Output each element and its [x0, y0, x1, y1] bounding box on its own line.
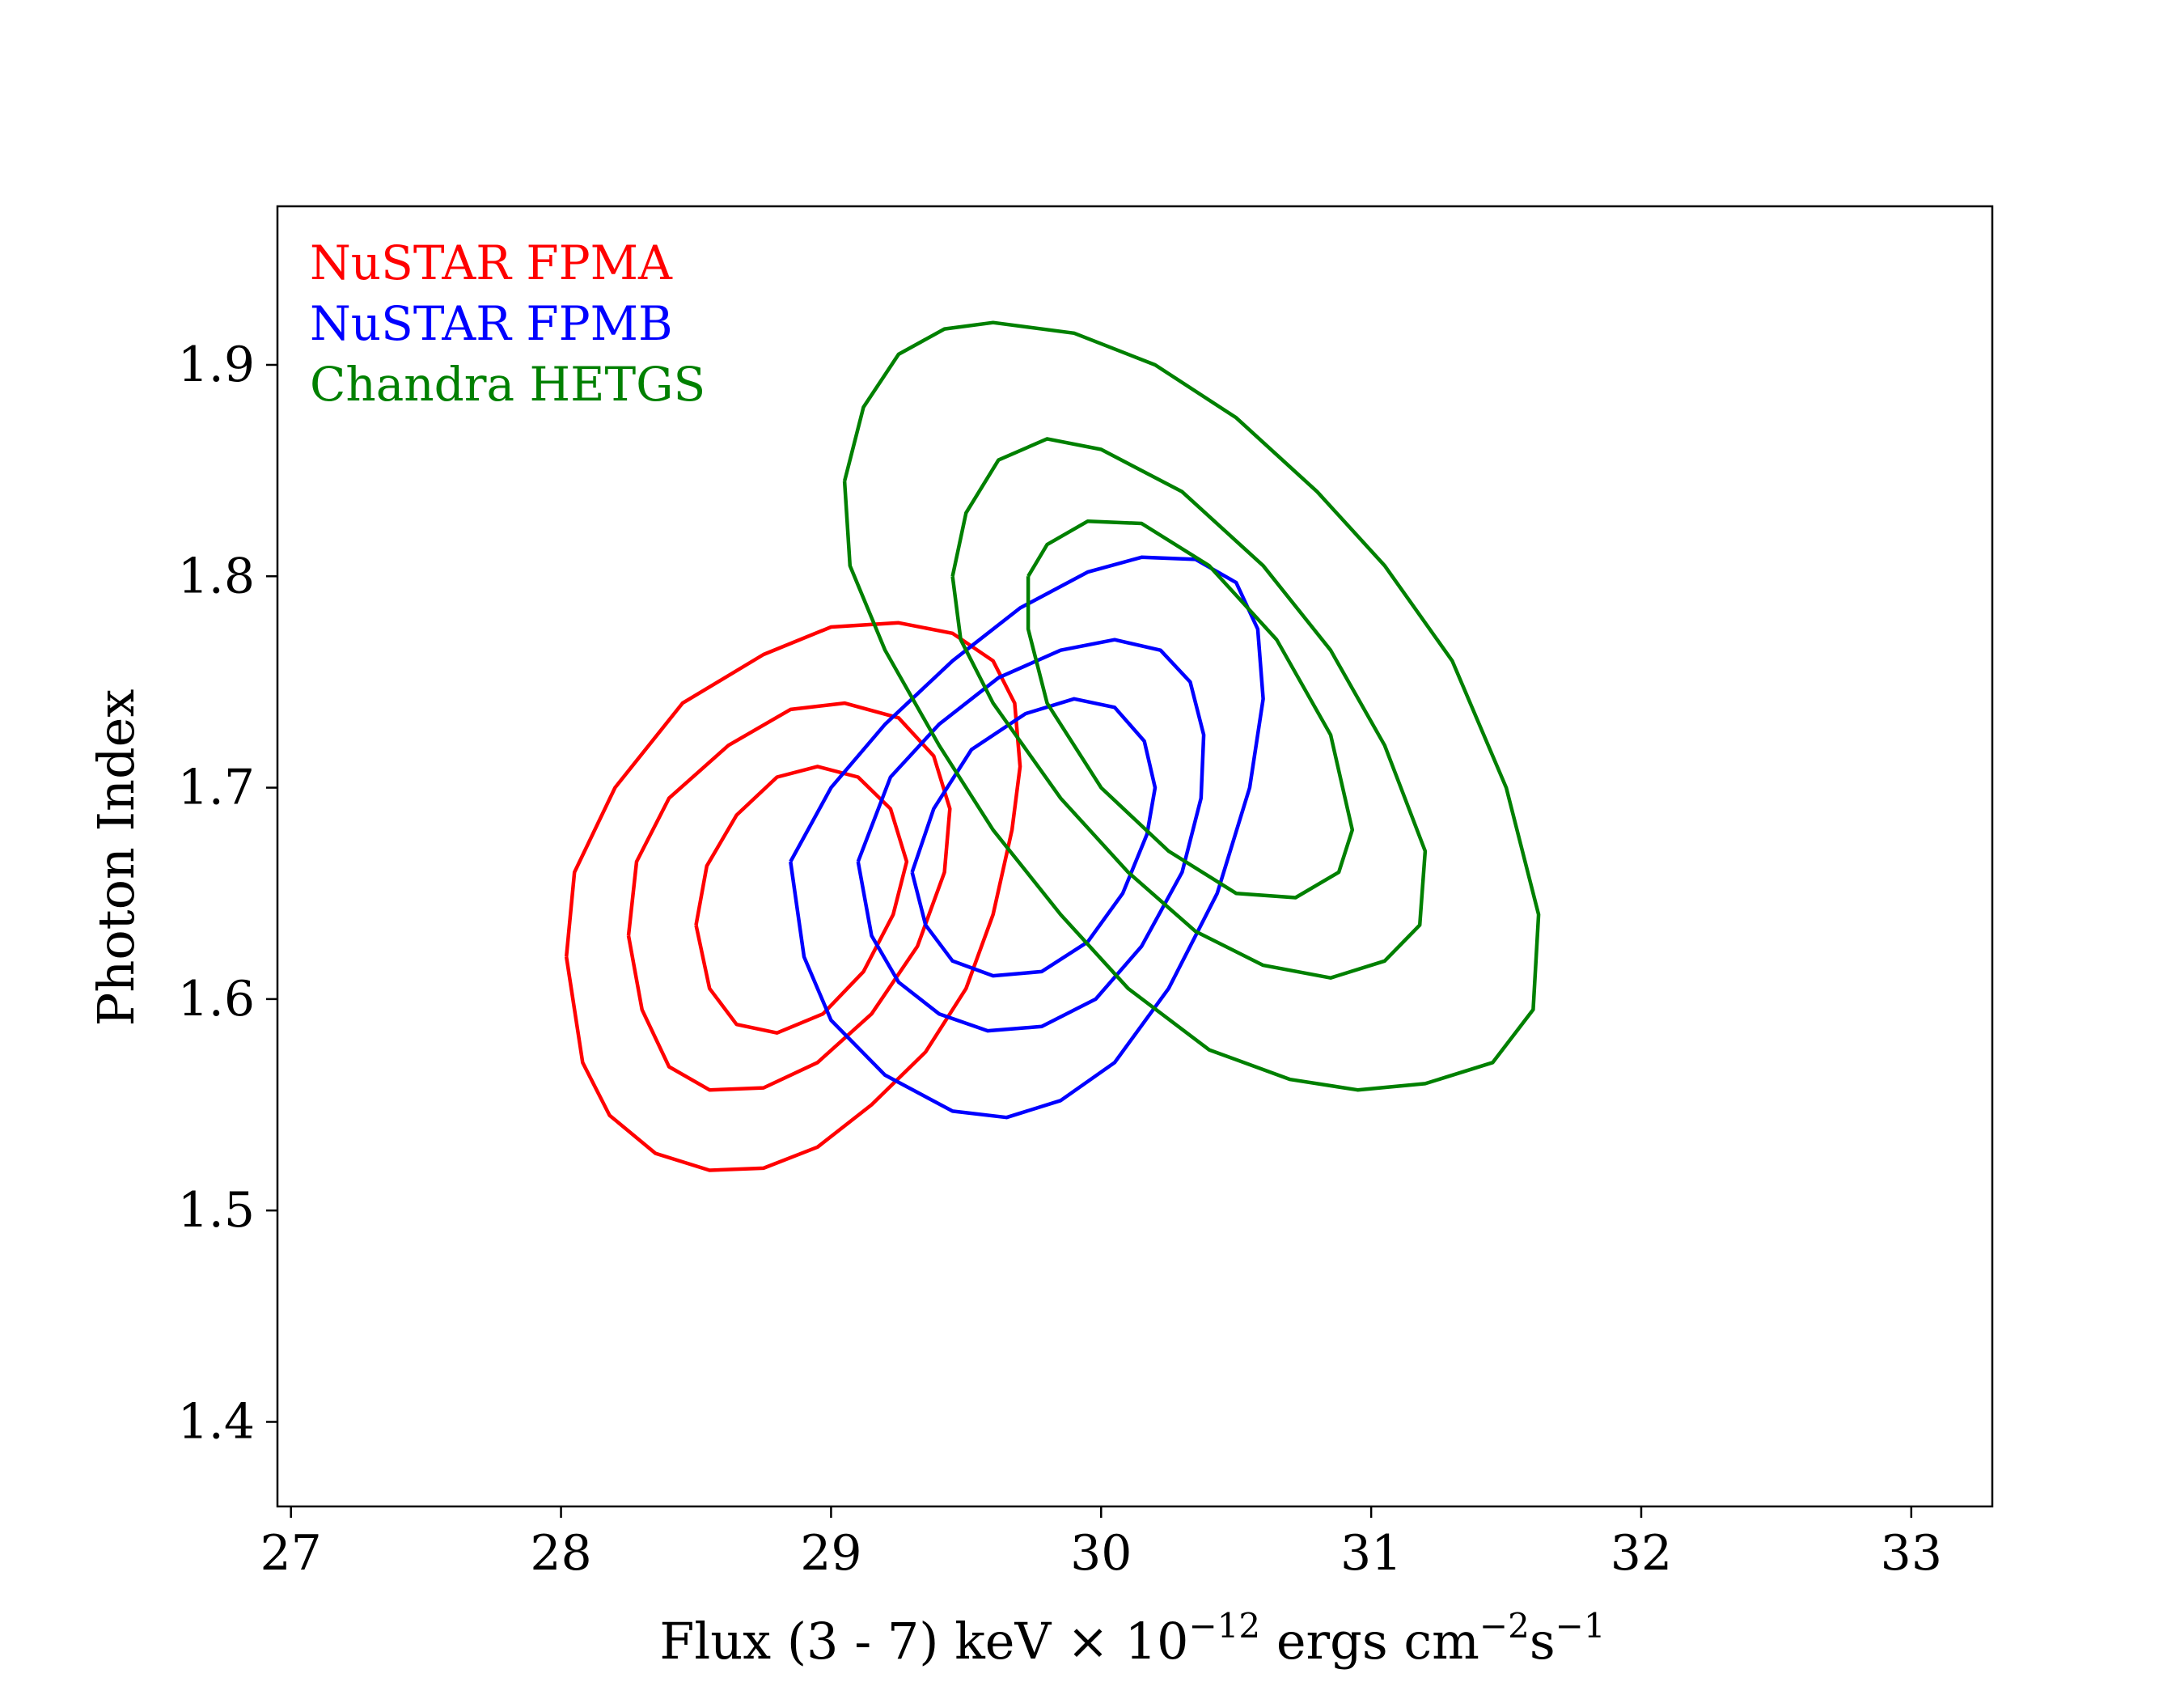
x-tick-label: 27: [260, 1525, 322, 1582]
contour-3-level-2: [950, 437, 1428, 980]
y-axis-title: Photon Index: [87, 689, 146, 1027]
y-tick-label: 1.6: [178, 971, 255, 1027]
contour-layer: [564, 320, 1541, 1172]
y-tick-label: 1.9: [178, 337, 255, 393]
y-tick-label: 1.8: [178, 548, 255, 604]
y-tick-label: 1.7: [178, 760, 255, 816]
x-axis-title-prefix: Flux (3 - 7) keV × 10: [659, 1612, 1188, 1671]
legend-entry-fpma: NuSTAR FPMA: [310, 235, 673, 290]
contour-1-level-2: [626, 701, 952, 1092]
x-axis-title: Flux (3 - 7) keV × 10−12 ergs cm−2s−1: [659, 1606, 1605, 1671]
plot-frame: [276, 205, 1994, 1508]
contour-1-level-3: [694, 765, 909, 1035]
x-tick-label: 28: [530, 1525, 591, 1582]
x-tick-label: 32: [1610, 1525, 1672, 1582]
x-tick-label: 31: [1340, 1525, 1402, 1582]
contour-2-level-2: [856, 638, 1206, 1033]
contour-2-level-1: [789, 555, 1265, 1120]
y-tick-label: 1.5: [178, 1182, 255, 1239]
x-axis-title-middle-2: s: [1530, 1612, 1555, 1671]
legend-entry-hetgs: Chandra HETGS: [310, 357, 705, 412]
legend-entry-fpmb: NuSTAR FPMB: [310, 296, 673, 351]
contour-2-level-3: [910, 697, 1158, 978]
x-axis-title-exponent-1: −12: [1189, 1606, 1261, 1646]
x-axis-title-exponent-3: −1: [1555, 1606, 1606, 1646]
y-tick-label: 1.4: [178, 1393, 255, 1450]
x-tick-label: 30: [1070, 1525, 1132, 1582]
legend: NuSTAR FPMA NuSTAR FPMB Chandra HETGS: [310, 235, 705, 412]
x-tick-label: 29: [800, 1525, 861, 1582]
contour-1-level-1: [564, 621, 1022, 1172]
contour-3-level-1: [842, 320, 1541, 1092]
y-axis-ticks: 1.4 1.5 1.6 1.7 1.8 1.9: [178, 337, 277, 1450]
x-axis-title-exponent-2: −2: [1479, 1606, 1530, 1646]
contour-3-level-3: [1026, 519, 1355, 900]
x-axis-ticks: 27 28 29 30 31 32 33: [260, 1506, 1942, 1582]
x-tick-label: 33: [1881, 1525, 1942, 1582]
x-axis-title-middle: ergs cm: [1260, 1612, 1479, 1671]
